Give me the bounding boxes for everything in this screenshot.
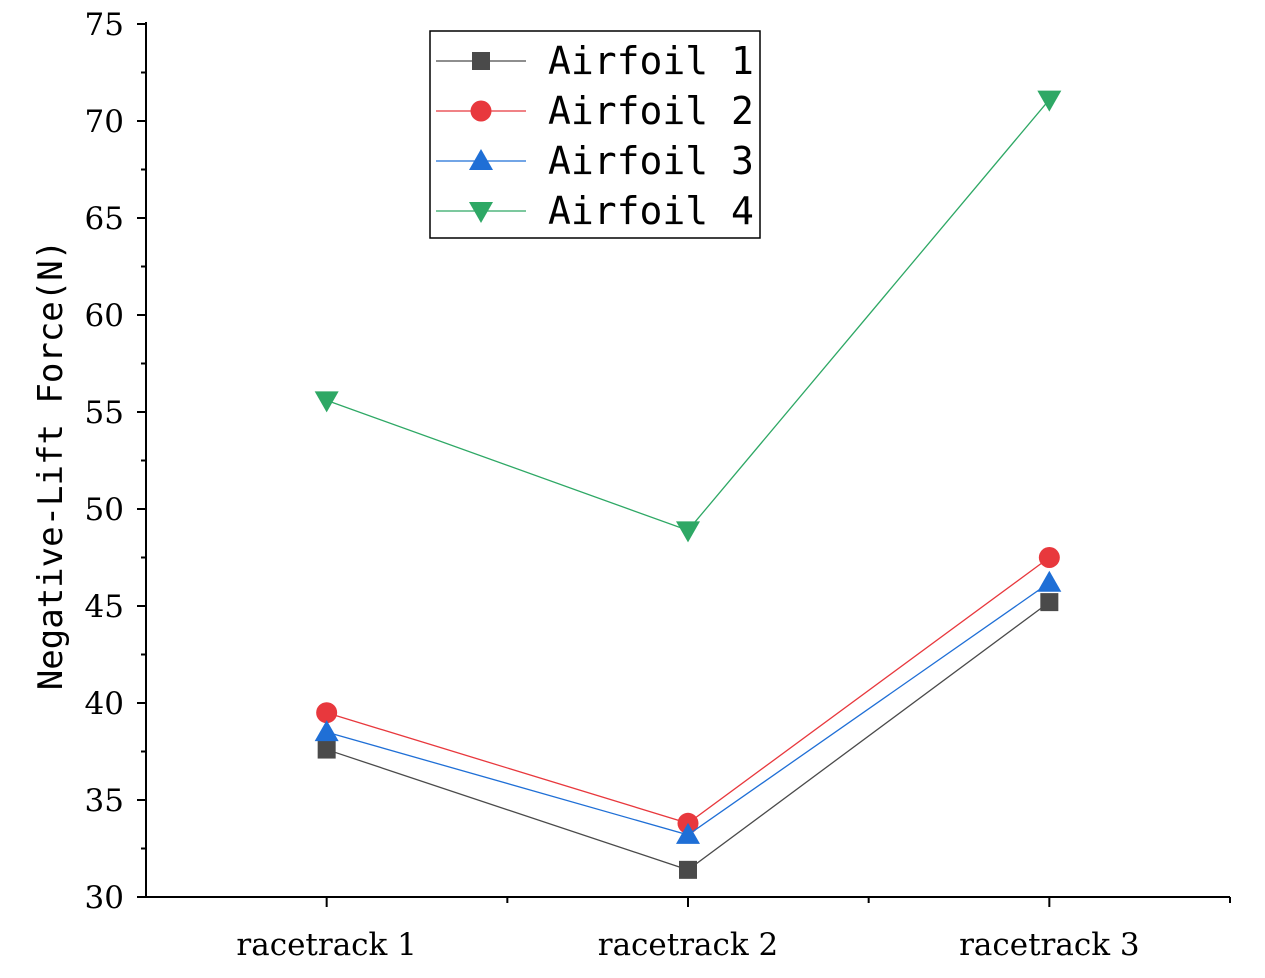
y-tick-label: 75	[85, 7, 124, 43]
y-axis-title: Negative-Lift Force(N)	[31, 240, 71, 690]
series-1	[317, 593, 1059, 879]
legend-label: Airfoil 4	[548, 189, 754, 233]
y-tick-label: 30	[85, 880, 124, 916]
data-point	[314, 720, 339, 742]
x-tick-label: racetrack 3	[959, 927, 1140, 963]
legend-marker	[470, 100, 492, 122]
y-tick-label: 60	[85, 298, 124, 334]
series-line	[326, 582, 1050, 836]
data-point	[1037, 90, 1062, 112]
legend-entry: Airfoil 1	[436, 39, 754, 83]
legend-marker	[469, 149, 493, 170]
data-point	[1040, 593, 1059, 612]
y-tick-label: 65	[85, 201, 124, 237]
y-tick-label: 40	[85, 686, 124, 722]
y-tick-label: 55	[85, 395, 124, 431]
data-point	[316, 702, 338, 724]
y-tick-label: 70	[85, 104, 124, 140]
legend-marker	[469, 202, 493, 223]
legend-entry: Airfoil 2	[436, 89, 754, 133]
tick-labels: 30 35 40 45 50 55 60 65 70 75 racetrack 1 racetrack…	[85, 7, 1140, 963]
legend-label: Airfoil 2	[548, 89, 754, 133]
legend-label: Airfoil 3	[548, 139, 754, 183]
y-tick-label: 50	[85, 492, 124, 528]
x-tick-label: racetrack 1	[236, 927, 417, 963]
data-point	[317, 740, 336, 759]
tick-marks	[137, 23, 1231, 907]
data-point	[1038, 547, 1060, 568]
legend-marker	[472, 52, 490, 70]
legend: Airfoil 1 Airfoil 2 Airfoil 3 Airfoil 4	[429, 30, 761, 239]
legend-label: Airfoil 1	[548, 39, 754, 83]
series-4	[314, 90, 1062, 543]
series-3	[314, 570, 1062, 844]
y-tick-label: 45	[85, 589, 124, 625]
x-tick-label: racetrack 2	[598, 927, 779, 963]
series-2	[316, 547, 1060, 834]
data-point	[679, 860, 697, 879]
series-layer	[314, 90, 1062, 879]
data-point	[676, 822, 700, 844]
data-point	[314, 391, 339, 413]
y-tick-label: 35	[85, 783, 124, 819]
legend-entry: Airfoil 3	[436, 139, 754, 183]
series-line	[326, 556, 1050, 824]
data-point	[676, 521, 700, 543]
legend-entry: Airfoil 4	[436, 189, 754, 233]
data-point	[1037, 570, 1062, 592]
